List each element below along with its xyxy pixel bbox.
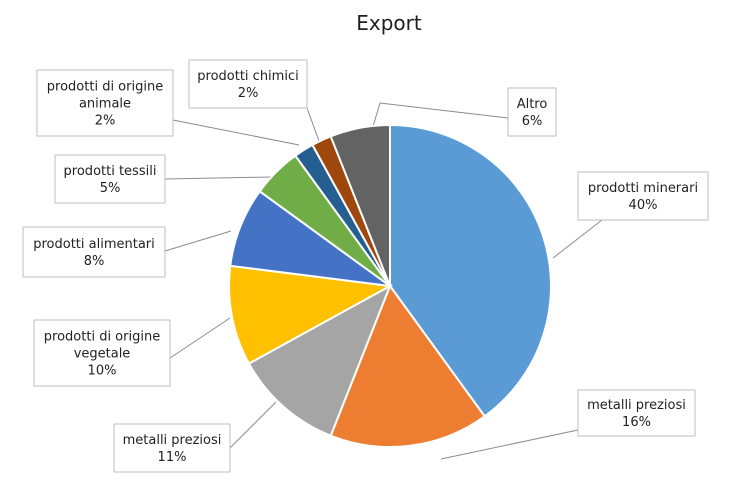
data-label-name: prodotti alimentari <box>33 237 155 252</box>
pie-slice <box>329 123 391 287</box>
data-label-box <box>577 389 696 437</box>
data-label-name: vegetale <box>74 347 131 362</box>
data-label-name: prodotti tessili <box>64 164 157 179</box>
leader-line <box>169 317 231 359</box>
leader-line <box>371 102 509 131</box>
data-label-name: prodotti chimici <box>197 69 298 84</box>
data-label-value: 16% <box>622 415 651 430</box>
leader-line <box>229 401 277 449</box>
data-label-name: metalli preziosi <box>587 398 686 413</box>
data-label-value: 2% <box>238 86 259 101</box>
data-label-value: 2% <box>95 114 116 129</box>
data-label: prodotti alimentari 8% <box>22 226 166 278</box>
data-label-value: 40% <box>629 198 658 213</box>
data-label-box <box>22 226 166 278</box>
data-label-box <box>188 59 308 109</box>
data-label-box <box>577 171 709 221</box>
data-label: metalli preziosi 16% <box>577 389 696 437</box>
data-label-value: 10% <box>88 364 117 379</box>
data-label-name: prodotti minerari <box>588 181 698 196</box>
data-label: prodotti di origine vegetale 10% <box>33 319 171 387</box>
data-label-box <box>507 87 557 137</box>
data-label-name: Altro <box>517 97 548 112</box>
pie-slice <box>329 283 487 448</box>
leader-line <box>552 219 603 259</box>
leader-line <box>164 176 272 180</box>
data-label-box <box>36 69 174 137</box>
data-label: prodotti tessili 5% <box>54 154 166 204</box>
data-label-box <box>54 154 166 204</box>
pie-slice <box>389 123 552 418</box>
data-label: prodotti di origine animale 2% <box>36 69 174 137</box>
data-label: prodotti chimici 2% <box>188 59 308 109</box>
leader-line <box>440 429 579 460</box>
chart-title: Export <box>356 11 422 35</box>
leader-line <box>164 230 232 252</box>
pie-slices <box>228 123 552 448</box>
data-label: prodotti minerari 40% <box>577 171 709 221</box>
leader-line <box>172 119 300 146</box>
data-label-value: 6% <box>522 114 543 129</box>
data-label-box <box>33 319 171 387</box>
pie-slice <box>247 283 392 437</box>
data-label-box <box>113 423 231 473</box>
data-label-value: 8% <box>84 254 105 269</box>
data-label-name: animale <box>79 97 131 112</box>
data-label: Altro 6% <box>507 87 557 137</box>
data-label: metalli preziosi 11% <box>113 423 231 473</box>
data-label-value: 11% <box>158 450 187 465</box>
data-label-name: prodotti di origine <box>44 330 160 345</box>
data-label-name: metalli preziosi <box>123 433 222 448</box>
data-label-name: prodotti di origine <box>47 80 163 95</box>
leader-line <box>306 107 320 142</box>
pie-slice <box>228 264 394 365</box>
data-label-value: 5% <box>100 181 121 196</box>
leader-lines <box>164 102 603 460</box>
